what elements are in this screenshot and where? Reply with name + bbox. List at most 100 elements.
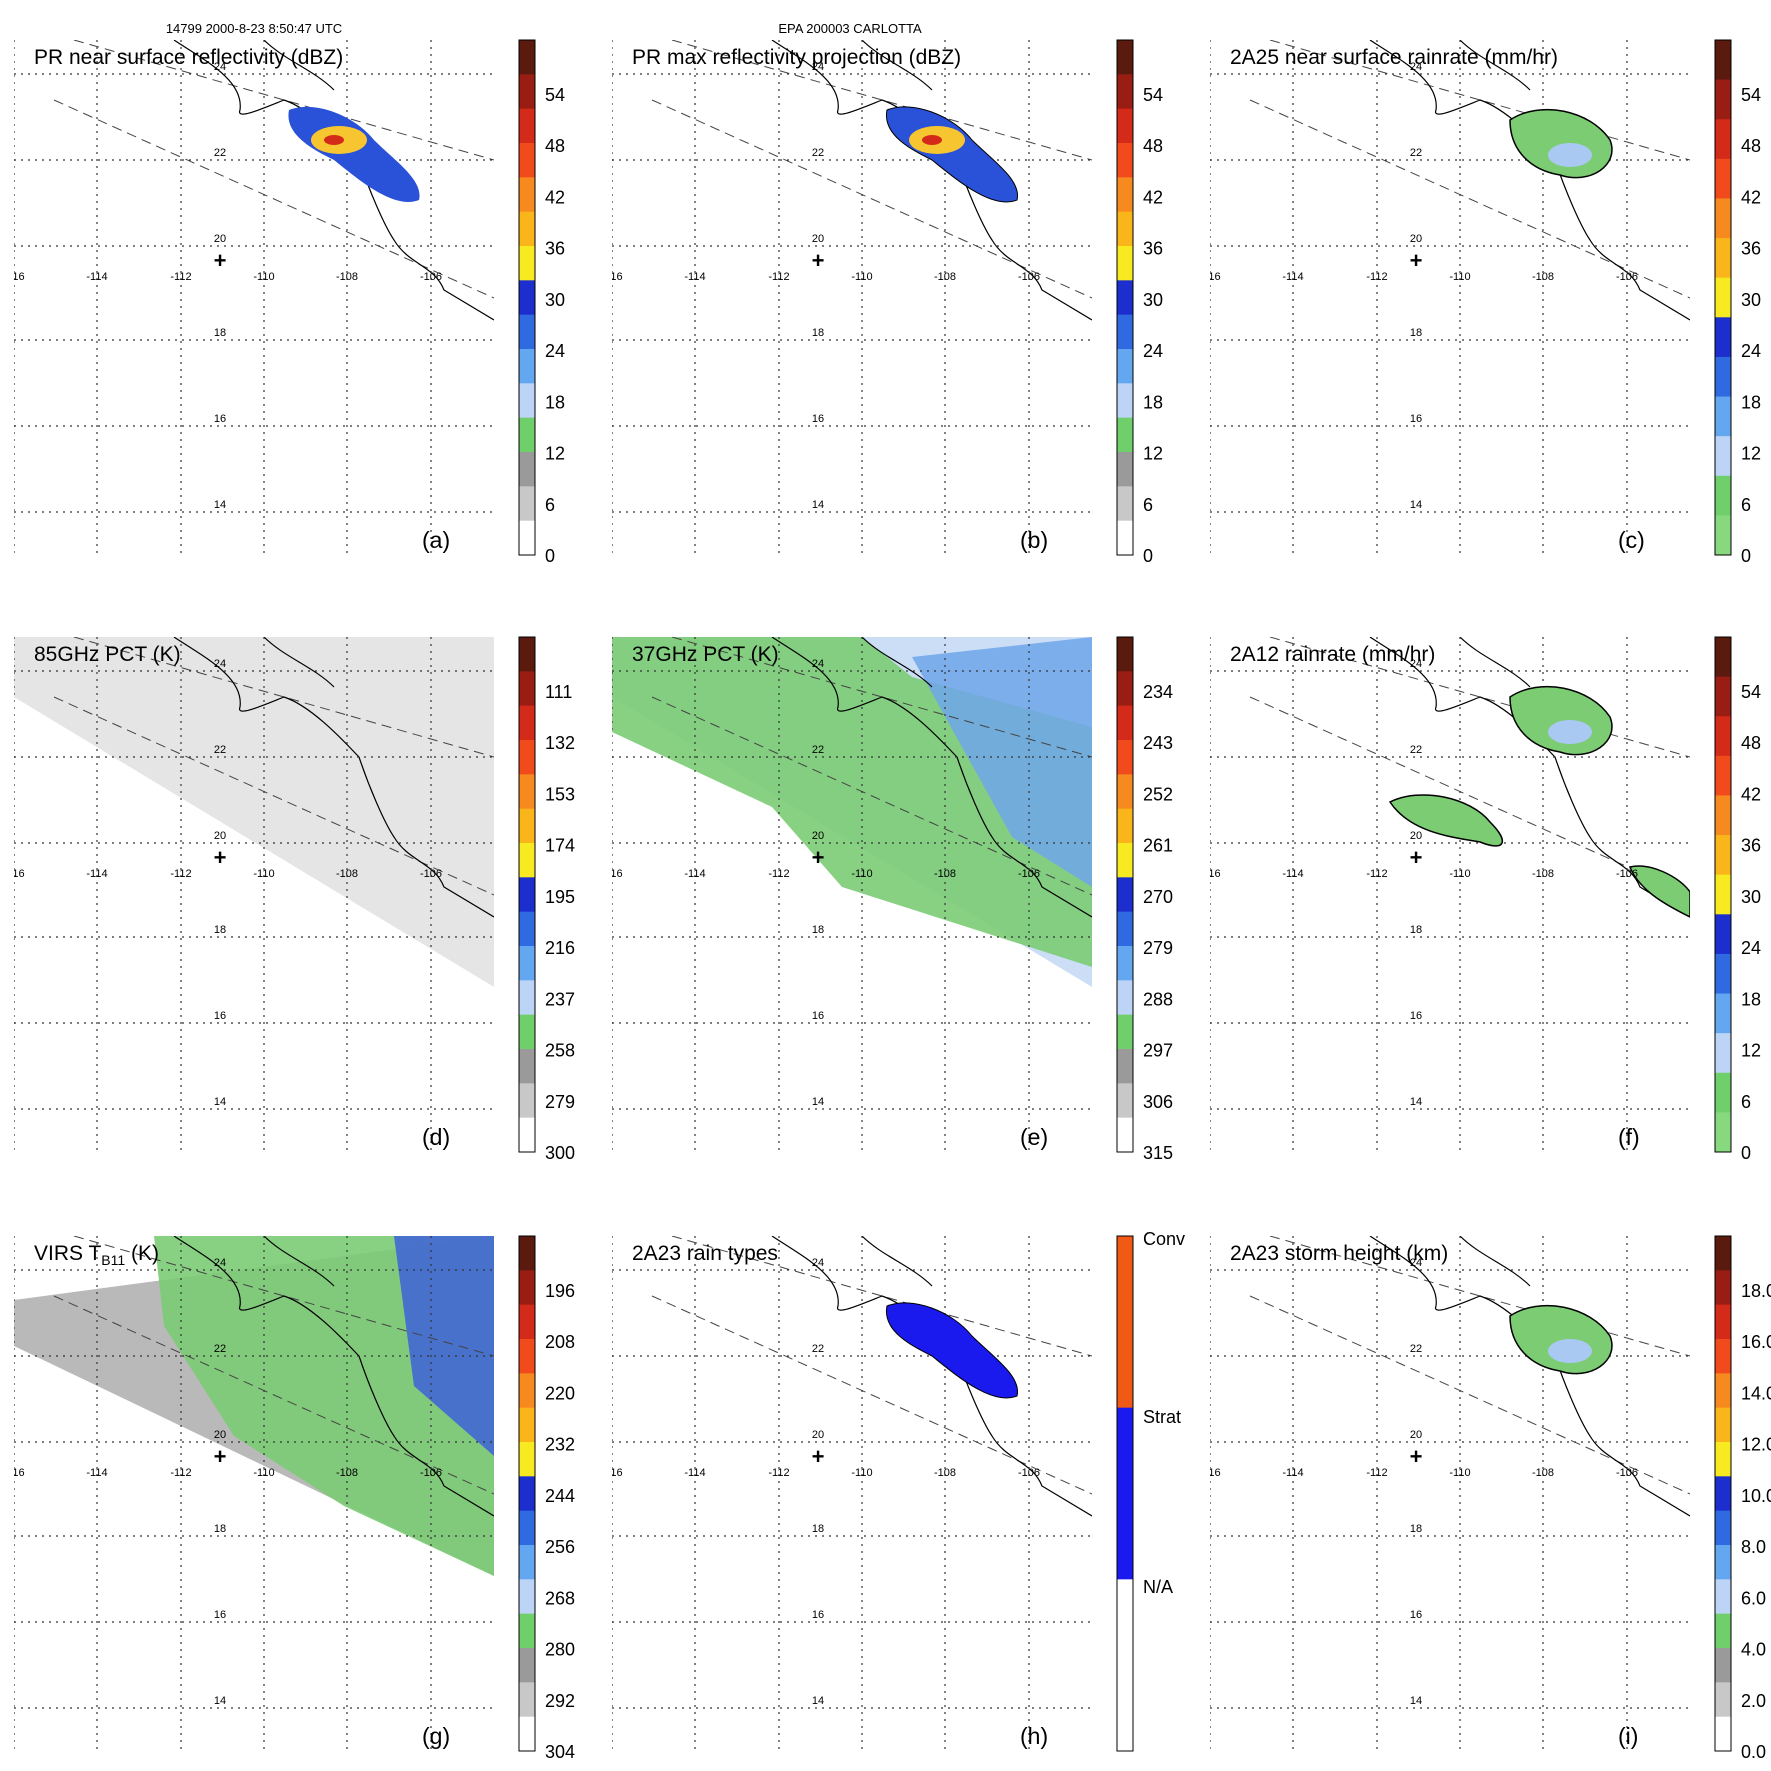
lat-label: 14 bbox=[214, 1695, 226, 1707]
lat-label: 24 bbox=[1410, 658, 1422, 670]
colorbar-segment bbox=[1715, 475, 1731, 516]
lat-label: 20 bbox=[1410, 233, 1422, 245]
lon-label: -110 bbox=[1449, 1467, 1470, 1479]
colorbar-label: 315 bbox=[1143, 1143, 1173, 1163]
colorbar-segment bbox=[519, 1083, 535, 1119]
swath-edge-upper bbox=[1269, 637, 1690, 758]
colorbar-segment bbox=[1715, 953, 1731, 995]
lat-label: 16 bbox=[812, 1010, 824, 1022]
colorbar-segment bbox=[1117, 520, 1133, 556]
swath-edge-upper bbox=[73, 637, 494, 758]
header-timestamp: 14799 2000-8-23 8:50:47 UTC bbox=[166, 21, 342, 36]
lat-label: 24 bbox=[214, 61, 226, 73]
colorbar-segment bbox=[1117, 637, 1133, 672]
colorbar-segment bbox=[519, 637, 535, 672]
colorbar: 54 48 42 36 30 24 18 12 6 0 bbox=[1714, 636, 1761, 1163]
colorbar-label: 288 bbox=[1143, 989, 1173, 1009]
colorbar-segment bbox=[1715, 993, 1731, 1034]
colorbar-label: 54 bbox=[545, 85, 565, 105]
colorbar-segment bbox=[1715, 1510, 1731, 1546]
colorbar-segment bbox=[1715, 1112, 1731, 1153]
colorbar-segment bbox=[519, 1236, 535, 1271]
colorbar-segment bbox=[1117, 740, 1133, 775]
colorbar-label: 48 bbox=[1741, 733, 1761, 753]
lon-label: -106 bbox=[1018, 868, 1040, 880]
colorbar-segment bbox=[1715, 1545, 1731, 1580]
colorbar-label: 300 bbox=[545, 1143, 575, 1163]
colorbar-label: 12 bbox=[1143, 444, 1163, 464]
colorbar-segment bbox=[1715, 1236, 1731, 1271]
rain-field bbox=[886, 1302, 1018, 1399]
colorbar-segment bbox=[1117, 671, 1133, 707]
colorbar-segment bbox=[1117, 486, 1133, 522]
lon-label: -110 bbox=[1449, 271, 1470, 283]
lat-label: 24 bbox=[214, 1257, 226, 1269]
colorbar-segment bbox=[519, 1407, 535, 1443]
lon-label: -110 bbox=[1449, 868, 1470, 880]
colorbar-label: 6.0 bbox=[1741, 1588, 1766, 1608]
lat-label: 20 bbox=[812, 233, 824, 245]
colorbar-segment bbox=[1117, 877, 1133, 913]
swath-edge-upper bbox=[671, 40, 1092, 161]
lon-label: -116 bbox=[601, 868, 622, 880]
colorbar-label: 0 bbox=[1143, 546, 1153, 566]
swath-edge-upper bbox=[671, 637, 1092, 758]
colorbar-segment bbox=[519, 877, 535, 913]
lon-label: -116 bbox=[3, 271, 24, 283]
lon-label: -114 bbox=[1282, 868, 1303, 880]
colorbar-label: 36 bbox=[1741, 836, 1761, 856]
colorbar-segment bbox=[1117, 1014, 1133, 1050]
colorbar-segment bbox=[519, 946, 535, 981]
colorbar-frame bbox=[1116, 636, 1134, 1153]
swath-edge-upper bbox=[73, 40, 494, 161]
colorbar-label: 54 bbox=[1741, 682, 1761, 702]
lon-label: -106 bbox=[1018, 271, 1040, 283]
map-area: + -116 -114 -112 -110 -108 -106 24 22 20 18 16 14 bbox=[1210, 40, 1690, 555]
panel-d: + -116 -114 -112 -110 -108 -106 24 22 20 18 16 14 85G… bbox=[3, 636, 575, 1163]
lon-label: -116 bbox=[3, 868, 24, 880]
colorbar-segment bbox=[519, 808, 535, 844]
colorbar-segment bbox=[1715, 1442, 1731, 1477]
colorbar-segment bbox=[519, 740, 535, 775]
colorbar-segment bbox=[1117, 349, 1133, 384]
colorbar-segment bbox=[1715, 1682, 1731, 1718]
colorbar-segment bbox=[1715, 198, 1731, 239]
lon-label: -110 bbox=[851, 271, 872, 283]
lat-label: 22 bbox=[1410, 744, 1422, 756]
lon-label: -114 bbox=[1282, 271, 1303, 283]
swath-edge-lower bbox=[1249, 1295, 1690, 1495]
lat-label: 18 bbox=[214, 327, 226, 339]
panel-letter: (e) bbox=[1020, 1124, 1048, 1150]
lon-label: -116 bbox=[1199, 1467, 1220, 1479]
colorbar-segment bbox=[519, 486, 535, 522]
colorbar-label: 54 bbox=[1741, 85, 1761, 105]
lat-label: 14 bbox=[214, 499, 226, 511]
colorbar-frame bbox=[1714, 1235, 1732, 1752]
colorbar-label: 132 bbox=[545, 733, 575, 753]
rain-area-moderate bbox=[1548, 143, 1592, 167]
colorbar: Conv Strat N/A bbox=[1116, 1229, 1185, 1752]
panel-b: + -116 -114 -112 -110 -108 -106 24 22 20 18 16 14 PR … bbox=[612, 39, 1163, 566]
map-area: + -116 -114 -112 -110 -108 -106 24 22 20 18 16 14 bbox=[612, 1236, 1092, 1751]
colorbar-label: 30 bbox=[1143, 290, 1163, 310]
colorbar-label: 174 bbox=[545, 836, 575, 856]
lat-label: 20 bbox=[214, 1429, 226, 1441]
lon-label: -108 bbox=[336, 868, 358, 880]
lat-label: 18 bbox=[214, 1523, 226, 1535]
colorbar-label: 268 bbox=[545, 1588, 575, 1608]
rain-core-peak bbox=[922, 135, 942, 145]
rain-area-east bbox=[1628, 865, 1690, 918]
lat-label: 20 bbox=[812, 830, 824, 842]
lat-label: 16 bbox=[1410, 413, 1422, 425]
lat-label: 24 bbox=[214, 658, 226, 670]
colorbar-segment bbox=[1117, 843, 1133, 878]
colorbar-segment bbox=[1715, 515, 1731, 556]
colorbar-segment bbox=[1117, 911, 1133, 947]
colorbar-segment bbox=[519, 1613, 535, 1649]
panel-e: + -116 -114 -112 -110 -108 -106 24 22 20 18 16 14 37G… bbox=[601, 636, 1173, 1163]
lon-label: -112 bbox=[768, 1467, 789, 1479]
lat-label: 18 bbox=[214, 924, 226, 936]
colorbar-label: 216 bbox=[545, 938, 575, 958]
lat-label: 20 bbox=[1410, 830, 1422, 842]
lat-label: 22 bbox=[214, 1343, 226, 1355]
